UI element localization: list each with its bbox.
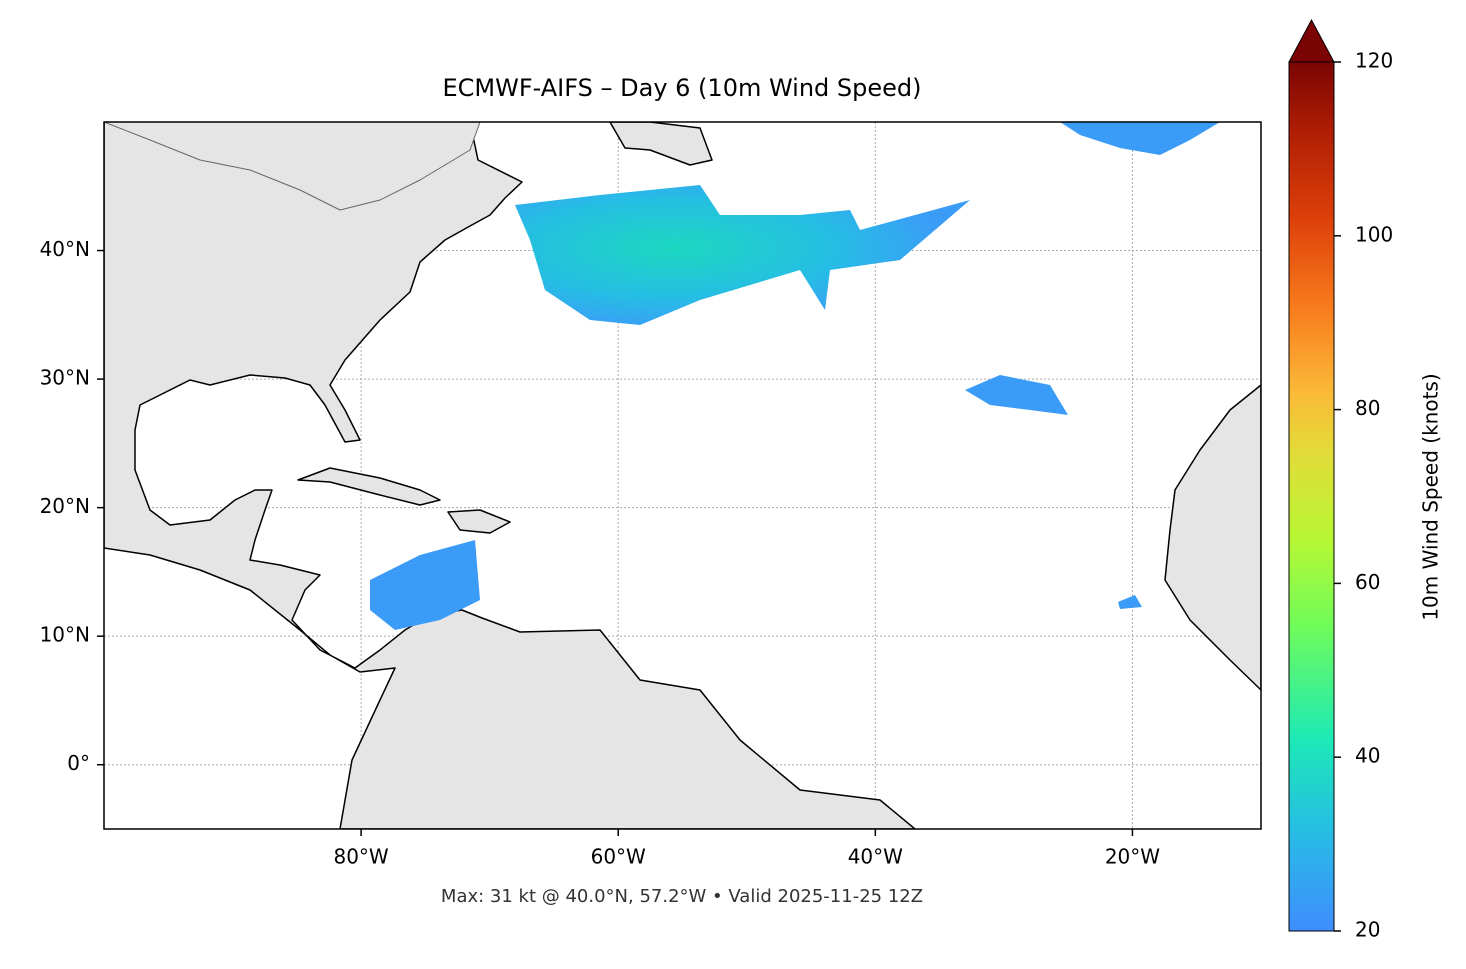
y-tick-label: 30°N	[40, 366, 90, 390]
wind-area	[1060, 122, 1220, 155]
great-lakes-region	[104, 122, 481, 211]
y-tick-label: 10°N	[40, 623, 90, 647]
x-tick-label: 40°W	[848, 845, 903, 869]
africa	[1164, 384, 1261, 691]
wind-area	[515, 185, 970, 325]
y-tick-label: 20°N	[40, 494, 90, 518]
wind-area	[965, 375, 1068, 415]
colorbar-tick-label: 80	[1355, 396, 1380, 420]
colorbar-tick-label: 100	[1355, 222, 1393, 246]
x-tick-label: 60°W	[591, 845, 646, 869]
y-tick-label: 40°N	[40, 237, 90, 261]
colorbar-extend	[1288, 18, 1335, 63]
colorbar-label: 10m Wind Speed (knots)	[1419, 373, 1443, 620]
footnote: Max: 31 kt @ 40.0°N, 57.2°W • Valid 2025…	[441, 886, 923, 907]
colorbar-tick-label: 60	[1355, 570, 1380, 594]
wind-area	[1118, 595, 1142, 609]
colorbar-tick-label: 40	[1355, 744, 1380, 768]
newfoundland	[609, 122, 713, 166]
x-tick-label: 20°W	[1105, 845, 1160, 869]
y-tick-label: 0°	[67, 751, 90, 775]
cuba	[297, 467, 441, 506]
x-tick-label: 80°W	[333, 845, 388, 869]
colorbar	[1288, 61, 1335, 932]
wind-area	[370, 540, 480, 630]
colorbar-tick-label: 20	[1355, 918, 1380, 942]
hispaniola	[447, 509, 511, 534]
north-central-south-america	[104, 122, 916, 829]
colorbar-tick-label: 120	[1355, 49, 1393, 73]
map-area	[104, 122, 1261, 829]
map-title: ECMWF-AIFS – Day 6 (10m Wind Speed)	[442, 74, 921, 102]
map-frame	[103, 121, 1262, 830]
